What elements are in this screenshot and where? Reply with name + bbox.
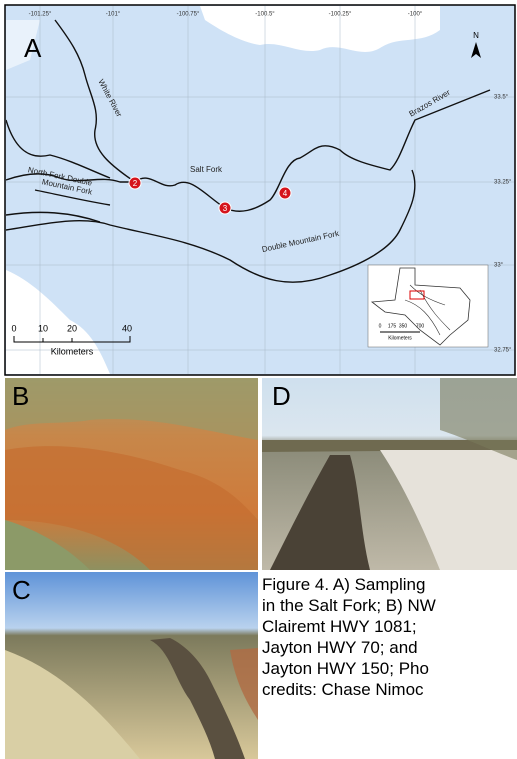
scale-tick: 0 bbox=[11, 323, 16, 333]
map: 2 3 4 -101.25° -101° -100.75° -100.5° -1… bbox=[5, 5, 515, 375]
caption-line: Jayton HWY 70; and bbox=[262, 637, 517, 658]
site-label: 2 bbox=[133, 179, 138, 188]
panel-label: D bbox=[272, 381, 291, 411]
caption: Figure 4. A) Sampling in the Salt Fork; … bbox=[262, 574, 517, 759]
panel-label: A bbox=[24, 33, 42, 63]
photo-b: B bbox=[5, 378, 258, 570]
lon-tick: -100° bbox=[408, 12, 423, 18]
inset-scale-tick: 0 bbox=[379, 323, 382, 329]
lon-tick: -100.25° bbox=[329, 12, 352, 18]
lat-tick: 32.75° bbox=[494, 348, 512, 354]
lon-tick: -100.75° bbox=[177, 12, 200, 18]
panel-label: C bbox=[12, 575, 31, 605]
site-label: 3 bbox=[223, 204, 228, 213]
site-label: 4 bbox=[283, 189, 288, 198]
inset-scale-tick: 700 bbox=[416, 323, 425, 329]
inset-scale-tick: 175 bbox=[388, 323, 397, 329]
river-label: Salt Fork bbox=[190, 165, 223, 174]
photo-c: C bbox=[5, 572, 258, 759]
caption-line: Clairemt HWY 1081; bbox=[262, 616, 517, 637]
north-arrow: N bbox=[473, 31, 479, 40]
caption-line: Jayton HWY 150; Pho bbox=[262, 658, 517, 679]
caption-line: Figure 4. A) Sampling bbox=[262, 574, 517, 595]
inset-scale-tick: 350 bbox=[399, 323, 408, 329]
scale-tick: 20 bbox=[67, 323, 77, 333]
lon-tick: -101.25° bbox=[29, 12, 52, 18]
panel-label: B bbox=[12, 381, 29, 411]
lat-tick: 33.5° bbox=[494, 95, 509, 101]
photo-d: D bbox=[262, 378, 517, 570]
inset-scale-unit: Kilometers bbox=[388, 335, 412, 341]
scale-unit: Kilometers bbox=[51, 346, 94, 356]
caption-line: in the Salt Fork; B) NW bbox=[262, 595, 517, 616]
lat-tick: 33° bbox=[494, 263, 504, 269]
scale-tick: 10 bbox=[38, 323, 48, 333]
scale-tick: 40 bbox=[122, 323, 132, 333]
caption-line: credits: Chase Nimoc bbox=[262, 679, 517, 700]
lat-tick: 33.25° bbox=[494, 180, 512, 186]
lon-tick: -101° bbox=[106, 12, 121, 18]
inset-texas bbox=[368, 265, 488, 347]
lon-tick: -100.5° bbox=[255, 12, 275, 18]
